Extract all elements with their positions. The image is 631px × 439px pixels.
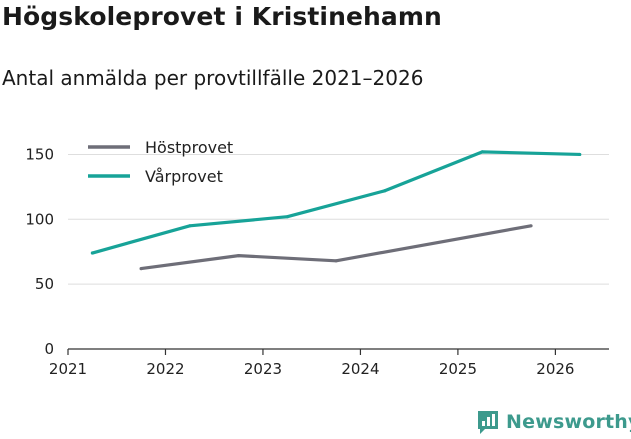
- x-tick-label: 2022: [146, 360, 184, 378]
- brand-logo: Newsworthy: [476, 406, 631, 438]
- series-line-varprovet: [91, 150, 580, 255]
- data-point: [529, 224, 533, 228]
- x-tick-label: 2021: [49, 360, 87, 378]
- y-tick-label: 150: [25, 145, 54, 163]
- data-point: [480, 150, 484, 154]
- data-point: [90, 251, 94, 255]
- chart-title: Högskoleprovet i Kristinehamn: [2, 2, 442, 31]
- x-tick-label: 2026: [536, 360, 574, 378]
- brand-name: Newsworthy: [506, 411, 631, 433]
- data-point: [236, 254, 241, 258]
- y-tick-label: 0: [44, 340, 54, 358]
- y-tick-label: 50: [35, 275, 54, 293]
- legend-label: Höstprovet: [145, 138, 233, 157]
- data-point: [188, 224, 192, 228]
- chart-subtitle: Antal anmälda per provtillfälle 2021–202…: [2, 66, 424, 90]
- data-point: [578, 152, 582, 157]
- legend-label: Vårprovet: [145, 167, 223, 186]
- newsworthy-logo-icon: [478, 411, 498, 434]
- x-tick-label: 2025: [439, 360, 477, 378]
- data-point: [383, 189, 387, 193]
- data-point: [139, 266, 143, 271]
- data-point: [334, 259, 338, 263]
- data-point: [285, 215, 289, 219]
- x-tick-label: 2023: [244, 360, 282, 378]
- series-line-hostprovet: [140, 224, 532, 271]
- x-tick-label: 2024: [341, 360, 379, 378]
- y-tick-label: 100: [25, 210, 54, 228]
